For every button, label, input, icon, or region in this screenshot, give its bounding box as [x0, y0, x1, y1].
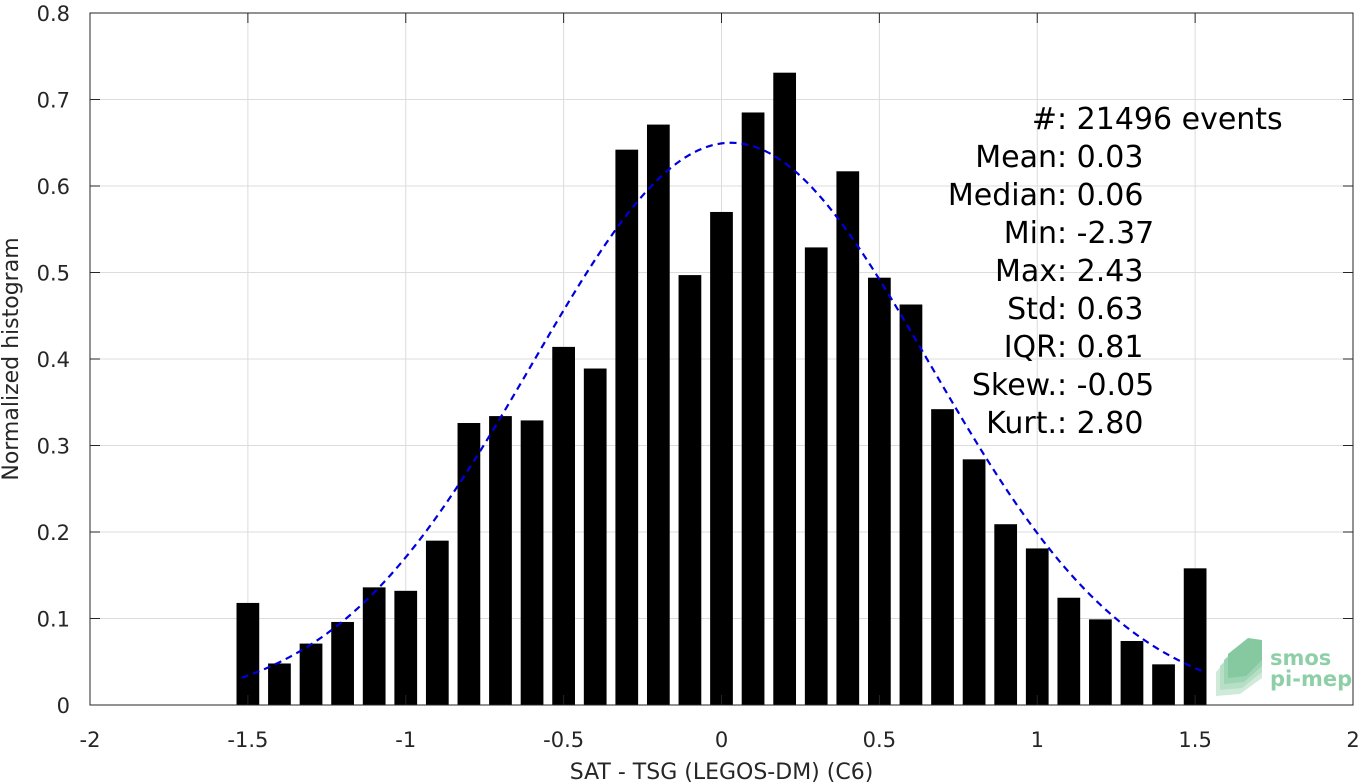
stat-value: : 0.03	[1057, 140, 1143, 175]
histogram-bar	[362, 587, 386, 705]
stat-value: : 0.81	[1057, 330, 1143, 365]
y-tick-label: 0.8	[37, 2, 70, 26]
x-tick-label: -2	[80, 728, 101, 752]
x-tick-labels: -2 -1.5 -1 -0.5 0 0.5 1 1.5 2	[80, 728, 1360, 752]
histogram-bar	[457, 423, 481, 705]
histogram-bar	[1183, 568, 1207, 705]
stat-label: Mean	[975, 140, 1057, 175]
y-tick-label: 0.7	[37, 89, 70, 113]
y-tick-label: 0.1	[37, 608, 70, 632]
stat-value: : 2.80	[1057, 406, 1143, 441]
stat-label: Kurt.	[986, 406, 1057, 441]
gaussian-fit-curve	[241, 141, 1202, 679]
histogram-bar	[268, 663, 291, 705]
x-tick-label: 1.5	[1178, 728, 1211, 752]
histogram-bar	[678, 275, 702, 705]
histogram-bar	[425, 540, 449, 705]
y-tick-labels: 0 0.1 0.2 0.3 0.4 0.5 0.6 0.7 0.8	[37, 2, 70, 718]
histogram-bar	[1152, 664, 1175, 705]
histogram-bar	[710, 211, 733, 705]
histogram-bar	[962, 459, 986, 705]
y-tick-label: 0.2	[37, 521, 70, 545]
histogram-bar	[299, 643, 323, 705]
stat-line: Kurt. : 2.80	[986, 406, 1143, 441]
x-tick-label: 1	[1031, 728, 1044, 752]
stat-label: IQR	[1004, 330, 1057, 365]
stat-value: : 0.06	[1057, 178, 1143, 213]
y-tick-label: 0.5	[37, 262, 70, 286]
histogram-bar	[836, 171, 860, 706]
histogram-bars	[236, 72, 1207, 706]
axis-ticks	[89, 12, 1354, 706]
stat-value: : 0.63	[1057, 292, 1143, 327]
x-tick-label: -0.5	[543, 728, 584, 752]
histogram-bar	[899, 304, 923, 705]
stat-line: IQR : 0.81	[1004, 330, 1144, 365]
x-tick-label: 0.5	[863, 728, 896, 752]
histogram-bar	[552, 346, 575, 705]
x-tick-label: -1.5	[227, 728, 268, 752]
logo-text-pi-mep: pi-mep	[1270, 667, 1352, 691]
histogram-bar	[615, 149, 639, 706]
logo-wave-icon	[1216, 638, 1262, 696]
stat-value: : -2.37	[1057, 216, 1154, 251]
x-tick-label: 2	[1346, 728, 1359, 752]
stat-line: Min : -2.37	[1004, 216, 1155, 251]
smos-pi-mep-logo: smos pi-mep	[1216, 638, 1352, 696]
histogram-bar	[520, 420, 544, 705]
y-tick-label: 0.3	[37, 435, 70, 459]
y-axis-label: Normalized histogram	[0, 237, 24, 480]
stat-line: Mean : 0.03	[975, 140, 1143, 175]
histogram-bar	[331, 621, 354, 705]
stat-line: Skew. : -0.05	[972, 368, 1154, 403]
stat-line: Std : 0.63	[1007, 292, 1143, 327]
y-tick-label: 0.6	[37, 175, 70, 199]
histogram-bar	[994, 524, 1018, 705]
stat-value: : 21496 events	[1057, 102, 1283, 137]
stat-label: Skew.	[972, 368, 1057, 403]
histogram-bar	[1057, 597, 1081, 705]
histogram-bar	[489, 416, 512, 705]
stat-label: Std	[1007, 292, 1057, 327]
histogram-bar	[394, 590, 418, 705]
histogram-bar	[804, 247, 828, 706]
histogram-bar	[741, 112, 765, 706]
stat-line: Max : 2.43	[995, 254, 1143, 289]
stat-line: # : 21496 events	[1032, 102, 1283, 137]
x-tick-label: -1	[395, 728, 416, 752]
stat-label: Median	[948, 178, 1057, 213]
histogram-bar	[931, 409, 954, 705]
histogram-bar	[236, 602, 260, 705]
histogram-bar	[1089, 619, 1112, 705]
stat-value: : 2.43	[1057, 254, 1143, 289]
stat-label: Min	[1004, 216, 1057, 251]
histogram-bar	[868, 277, 891, 705]
stat-label: Max	[995, 254, 1057, 289]
histogram-bar	[646, 124, 670, 705]
x-axis-label: SAT - TSG (LEGOS-DM) (C6)	[570, 760, 874, 784]
stat-label: #	[1032, 102, 1057, 137]
histogram-bar	[773, 72, 797, 705]
logo-text-smos: smos	[1270, 646, 1331, 670]
histogram-bar	[1025, 548, 1049, 705]
histogram-bar	[583, 368, 607, 705]
x-tick-label: 0	[715, 728, 728, 752]
stat-line: Median : 0.06	[948, 178, 1144, 213]
stat-value: : -0.05	[1057, 368, 1154, 403]
y-tick-label: 0.4	[37, 348, 70, 372]
histogram-bar	[1120, 640, 1144, 705]
y-tick-label: 0	[57, 694, 70, 718]
